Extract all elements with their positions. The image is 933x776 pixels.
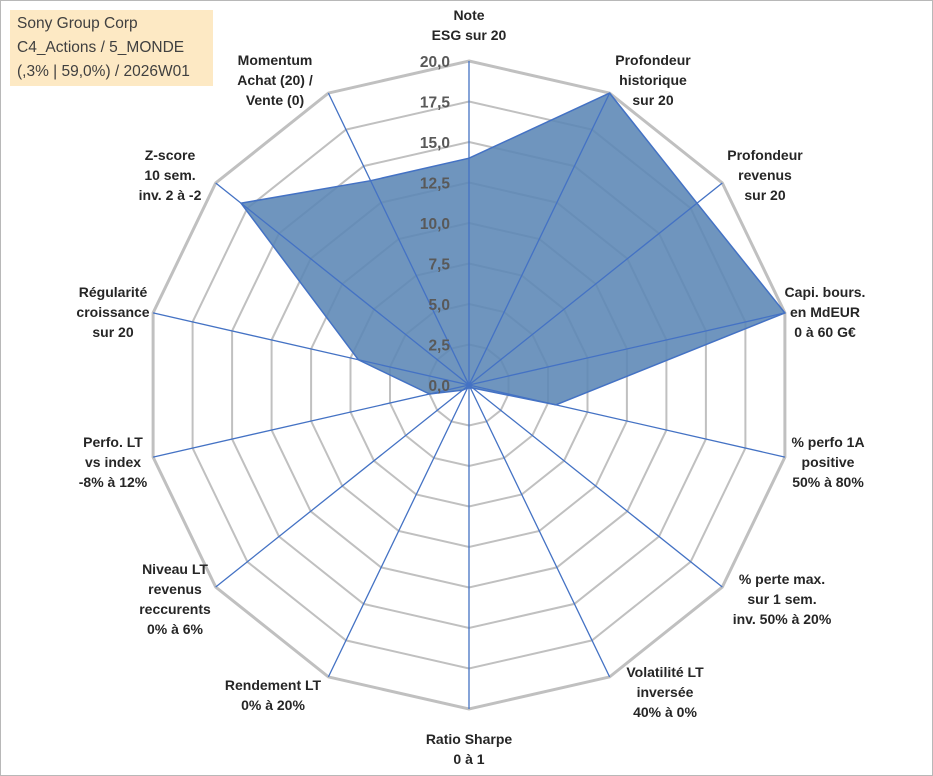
axis-label: % perte max. sur 1 sem. inv. 50% à 20%	[733, 571, 832, 627]
tick-label: 10,0	[420, 216, 450, 233]
axis-labels: Note ESG sur 20 Profondeur historique sur 20…	[76, 7, 865, 767]
tick-labels: 0,0 2,5 5,0 7,5 10,0 12,5 15,0 17,5 20,0	[420, 54, 451, 395]
spoke-9	[215, 384, 470, 588]
spoke-4	[468, 384, 786, 458]
spoke-6	[468, 384, 611, 678]
axis-label: Note ESG sur 20	[432, 7, 507, 43]
axis-label: Volatilité LT inversée 40% à 0%	[626, 664, 704, 720]
spoke-12	[215, 182, 470, 386]
axis-label: Niveau LT revenus reccurents 0% à 6%	[139, 561, 211, 637]
tick-label: 0,0	[428, 378, 450, 395]
tick-label: 5,0	[428, 297, 450, 314]
tick-label: 20,0	[420, 54, 450, 71]
tick-label: 12,5	[420, 176, 451, 193]
spoke-2	[468, 182, 723, 386]
spoke-8	[327, 384, 470, 678]
tick-label: 7,5	[428, 257, 450, 274]
info-company: Sony Group Corp	[17, 15, 138, 32]
axis-label: % perfo 1A positive 50% à 80%	[791, 434, 864, 490]
info-category: C4_Actions / 5_MONDE	[17, 39, 185, 56]
axis-label: Momentum Achat (20) / Vente (0)	[237, 52, 313, 108]
spoke-10	[152, 384, 470, 458]
spoke-13	[327, 92, 470, 386]
axis-label: Profondeur historique sur 20	[615, 52, 691, 108]
spoke-1	[468, 92, 611, 386]
axis-label: Perfo. LT vs index -8% à 12%	[79, 434, 148, 490]
axis-label: Ratio Sharpe 0 à 1	[426, 731, 513, 767]
axis-label: Régularité croissance sur 20	[76, 284, 149, 340]
axis-label: Z-score 10 sem. inv. 2 à -2	[139, 147, 202, 203]
tick-label: 2,5	[428, 338, 450, 355]
axis-label: Rendement LT 0% à 20%	[225, 677, 322, 713]
spoke-layer	[152, 61, 786, 709]
series-layer	[239, 92, 787, 406]
series-area-0	[239, 92, 787, 406]
info-period: (,3% | 59,0%) / 2026W01	[17, 63, 190, 80]
info-box: Sony Group Corp C4_Actions / 5_MONDE (,3…	[10, 10, 213, 86]
axis-label: Profondeur revenus sur 20	[727, 147, 803, 203]
spoke-5	[468, 384, 723, 588]
axis-label: Capi. bours. en MdEUR 0 à 60 G€	[785, 284, 866, 340]
spoke-3	[468, 312, 786, 386]
tick-label: 17,5	[420, 95, 451, 112]
spoke-11	[152, 312, 470, 386]
tick-label: 15,0	[420, 135, 450, 152]
